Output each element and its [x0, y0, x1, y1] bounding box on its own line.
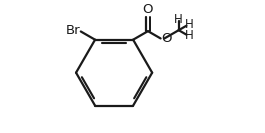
Text: Br: Br — [65, 24, 80, 37]
Text: O: O — [143, 3, 153, 16]
Text: H: H — [174, 13, 183, 26]
Text: O: O — [161, 32, 172, 45]
Text: H: H — [184, 29, 193, 42]
Text: H: H — [184, 18, 193, 31]
